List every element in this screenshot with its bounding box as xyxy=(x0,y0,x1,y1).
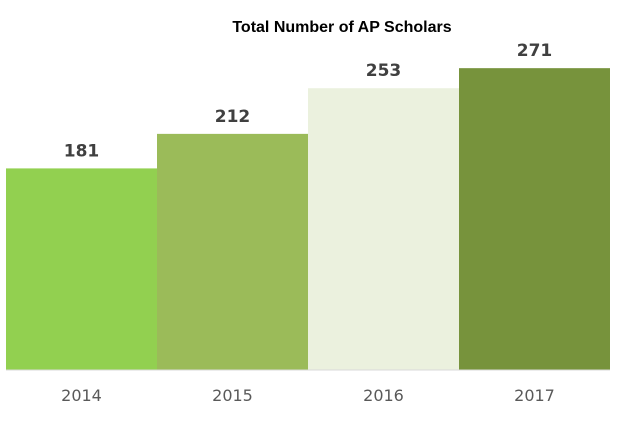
chart-title: Total Number of AP Scholars xyxy=(232,19,451,36)
bars-group xyxy=(6,68,610,371)
bar-2016 xyxy=(308,88,459,371)
bar-2014 xyxy=(6,168,157,370)
x-tick-label-2015: 2015 xyxy=(212,386,253,405)
x-axis-ticks: 2014 2015 2016 2017 xyxy=(61,386,555,405)
bar-2017 xyxy=(459,68,610,370)
x-tick-label-2017: 2017 xyxy=(514,386,555,405)
x-tick-label-2016: 2016 xyxy=(363,386,404,405)
data-label-2014: 181 xyxy=(64,141,100,161)
data-labels-group: 181 212 253 271 xyxy=(64,41,553,161)
data-label-2016: 253 xyxy=(366,61,402,81)
data-label-2017: 271 xyxy=(517,41,553,61)
bar-2015 xyxy=(157,133,308,370)
data-label-2015: 212 xyxy=(215,107,251,127)
x-tick-label-2014: 2014 xyxy=(61,386,102,405)
